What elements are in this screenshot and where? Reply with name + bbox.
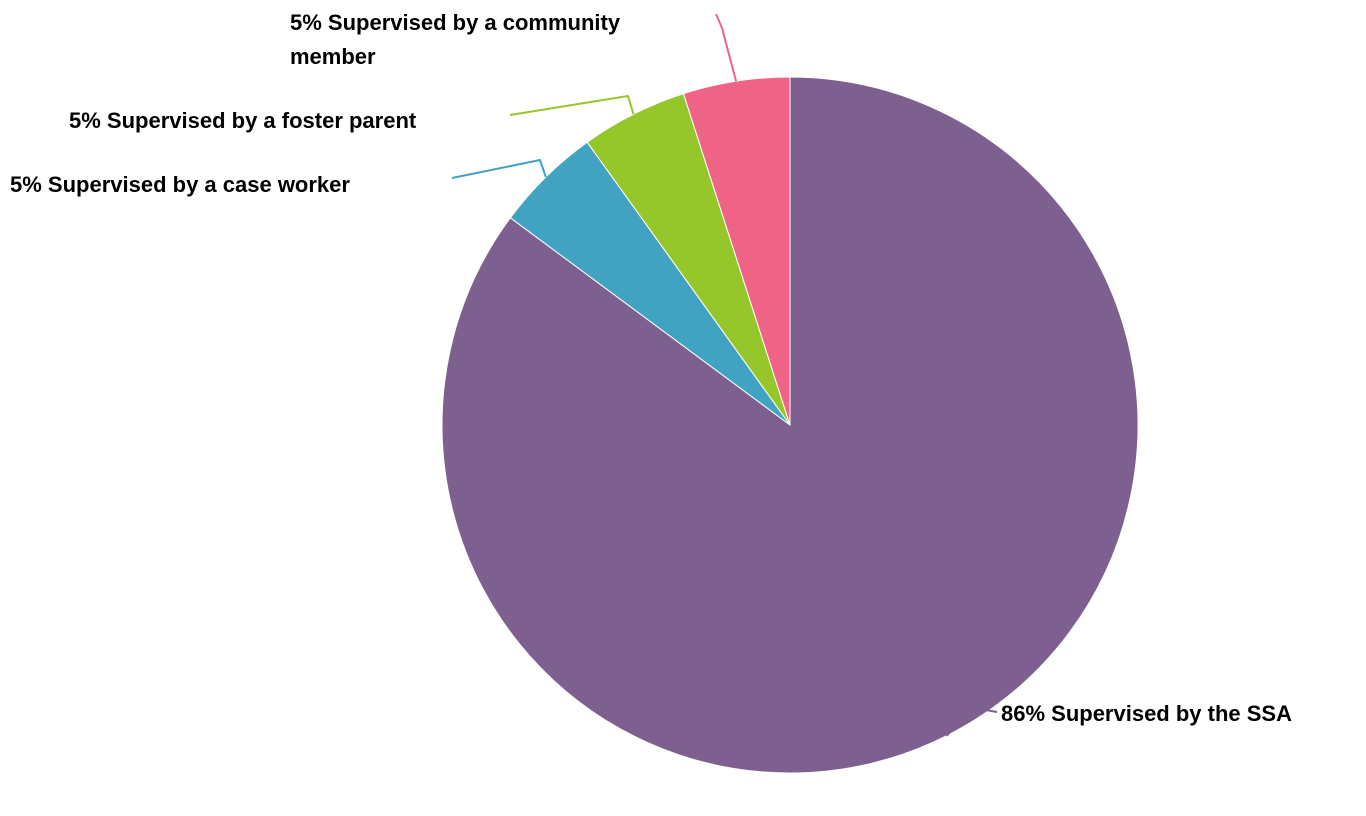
- leader-line-foster-parent: [509, 95, 635, 116]
- slice-label-ssa: 86% Supervised by the SSA: [1001, 701, 1292, 726]
- leader-line-community-member: [715, 13, 738, 82]
- slice-label-community-member: 5% Supervised by a community member: [290, 10, 621, 69]
- pie-slice-community-member: [682, 76, 791, 426]
- slice-label-case-worker: 5% Supervised by a case worker: [10, 172, 350, 197]
- slice-label-foster-parent: 5% Supervised by a foster parent: [69, 108, 417, 133]
- leader-line-ssa: [945, 707, 998, 737]
- leader-line-case-worker: [451, 159, 547, 179]
